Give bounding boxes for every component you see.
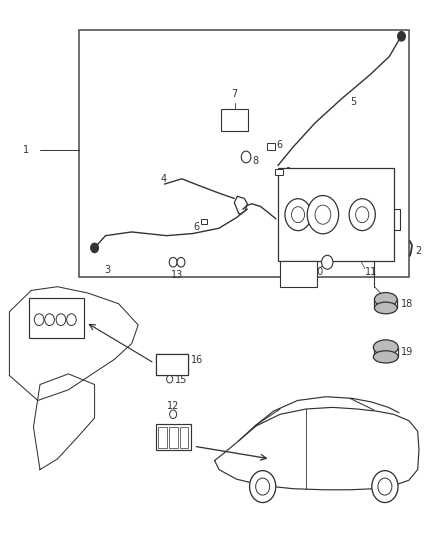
Circle shape [56, 314, 66, 326]
Text: 6: 6 [277, 140, 283, 150]
Polygon shape [215, 407, 419, 490]
Circle shape [170, 410, 177, 418]
Bar [275, 169, 283, 175]
Bar [221, 109, 248, 131]
Bar [280, 261, 317, 287]
Circle shape [349, 199, 375, 231]
Circle shape [256, 478, 270, 495]
Ellipse shape [374, 302, 397, 314]
Circle shape [34, 314, 44, 326]
Bar [155, 354, 188, 375]
Text: 19: 19 [401, 346, 413, 357]
Text: 4: 4 [160, 174, 166, 184]
Bar [201, 219, 207, 224]
Text: 7: 7 [232, 89, 238, 99]
Circle shape [250, 471, 276, 503]
Bar [155, 424, 191, 450]
Text: 1: 1 [22, 144, 28, 155]
Text: 18: 18 [401, 298, 413, 309]
Circle shape [285, 199, 311, 231]
Bar [155, 354, 188, 375]
Bar [169, 427, 177, 448]
Circle shape [321, 255, 333, 269]
Text: 6: 6 [284, 167, 290, 177]
Circle shape [398, 31, 406, 41]
Text: 13: 13 [171, 270, 183, 280]
Bar [267, 143, 275, 150]
Circle shape [177, 257, 185, 267]
Circle shape [241, 151, 251, 163]
Circle shape [378, 478, 392, 495]
Text: 17: 17 [382, 197, 394, 206]
Circle shape [67, 314, 76, 326]
Circle shape [291, 207, 304, 223]
Circle shape [315, 205, 331, 224]
Bar [278, 168, 394, 261]
Circle shape [169, 257, 177, 267]
Circle shape [166, 375, 173, 383]
Polygon shape [33, 374, 95, 470]
Bar [29, 298, 84, 338]
Text: 16: 16 [191, 354, 203, 365]
Circle shape [372, 471, 398, 503]
Polygon shape [10, 287, 138, 400]
Text: 12: 12 [167, 401, 180, 411]
Bar [79, 30, 409, 277]
Text: 9: 9 [290, 217, 296, 228]
Ellipse shape [374, 293, 397, 306]
Ellipse shape [373, 351, 398, 363]
Text: 5: 5 [350, 96, 356, 107]
Circle shape [91, 243, 99, 253]
Text: 3: 3 [105, 265, 111, 275]
Text: 6: 6 [194, 222, 200, 232]
Text: 10: 10 [312, 267, 325, 277]
Circle shape [45, 314, 54, 326]
Bar [374, 209, 400, 230]
Ellipse shape [373, 340, 398, 355]
Bar [158, 427, 166, 448]
Text: 15: 15 [175, 375, 188, 385]
Bar [180, 427, 188, 448]
Text: 8: 8 [252, 156, 258, 166]
Text: 11: 11 [365, 267, 378, 277]
Circle shape [356, 207, 369, 223]
Circle shape [307, 196, 339, 234]
Text: 2: 2 [416, 246, 422, 255]
